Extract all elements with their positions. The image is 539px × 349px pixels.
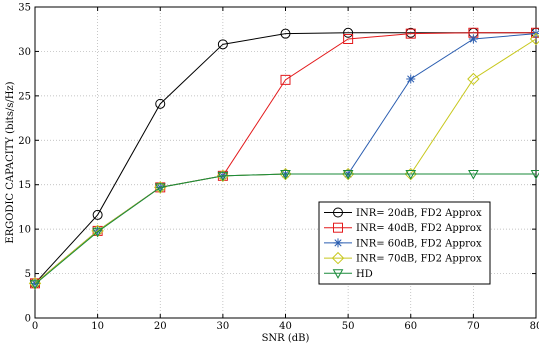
data-point (217, 171, 229, 182)
x-tick-label: 10 (91, 321, 104, 332)
data-point (92, 209, 103, 220)
data-point (29, 280, 41, 290)
legend-marker (333, 207, 343, 218)
data-point (280, 170, 291, 180)
x-tick-label: 0 (32, 321, 38, 332)
y-axis-label: ERGODIC CAPACITY (bits/s/Hz) (5, 81, 16, 243)
data-point (30, 278, 40, 288)
legend-marker (331, 251, 345, 265)
data-point (280, 74, 291, 85)
data-point (342, 170, 354, 180)
legend-label: HD (356, 269, 373, 280)
y-tick-label: 20 (18, 136, 31, 147)
x-tick-label: 60 (404, 321, 417, 332)
legend-item: INR= 70dB, FD2 Approx (324, 251, 482, 265)
legend-marker (332, 269, 344, 279)
legend-label: INR= 60dB, FD2 Approx (356, 238, 482, 249)
data-point (405, 28, 416, 39)
x-tick-label: 20 (154, 321, 167, 332)
data-point (155, 98, 166, 109)
data-point (468, 34, 478, 44)
data-point (343, 27, 354, 38)
x-axis-label: SNR (dB) (262, 333, 310, 344)
series-5 (29, 170, 539, 290)
y-tick-label: 0 (25, 314, 31, 325)
data-point (217, 39, 228, 50)
y-tick-label: 30 (18, 47, 31, 58)
legend-label: INR= 70dB, FD2 Approx (356, 254, 482, 265)
x-tick-label: 40 (279, 321, 292, 332)
x-tick-label: 70 (467, 321, 480, 332)
legend-item: INR= 40dB, FD2 Approx (324, 222, 482, 234)
data-point (343, 33, 354, 44)
y-tick-label: 25 (18, 91, 31, 102)
axis-ticks: 0 10 20 30 40 50 60 70 80 0 5 10 15 20 25 30 35 (18, 3, 539, 333)
data-point (529, 32, 539, 46)
legend-item: HD (324, 269, 373, 280)
y-tick-label: 15 (18, 180, 31, 191)
legend-marker (333, 238, 343, 248)
legend-item: INR= 60dB, FD2 Approx (324, 238, 482, 249)
legend: INR= 20dB, FD2 Approx INR= 40dB, FD2 Appr… (318, 201, 491, 285)
x-tick-label: 50 (342, 321, 355, 332)
y-tick-label: 35 (18, 3, 31, 14)
legend-marker (333, 222, 343, 233)
data-point (406, 74, 416, 84)
data-point (468, 170, 479, 180)
x-tick-label: 30 (217, 321, 230, 332)
data-point (405, 170, 417, 180)
legend-item: INR= 20dB, FD2 Approx (324, 207, 482, 219)
legend-label: INR= 40dB, FD2 Approx (356, 223, 482, 234)
y-tick-label: 10 (18, 225, 31, 236)
series-layer (28, 27, 539, 290)
y-tick-label: 5 (25, 269, 31, 280)
data-point (280, 28, 291, 39)
x-tick-label: 80 (530, 321, 539, 332)
data-point (467, 72, 480, 86)
data-point (154, 183, 166, 193)
legend-label: INR= 20dB, FD2 Approx (356, 208, 482, 219)
data-point (92, 227, 103, 238)
data-point (530, 170, 539, 180)
series-line (34, 173, 536, 285)
